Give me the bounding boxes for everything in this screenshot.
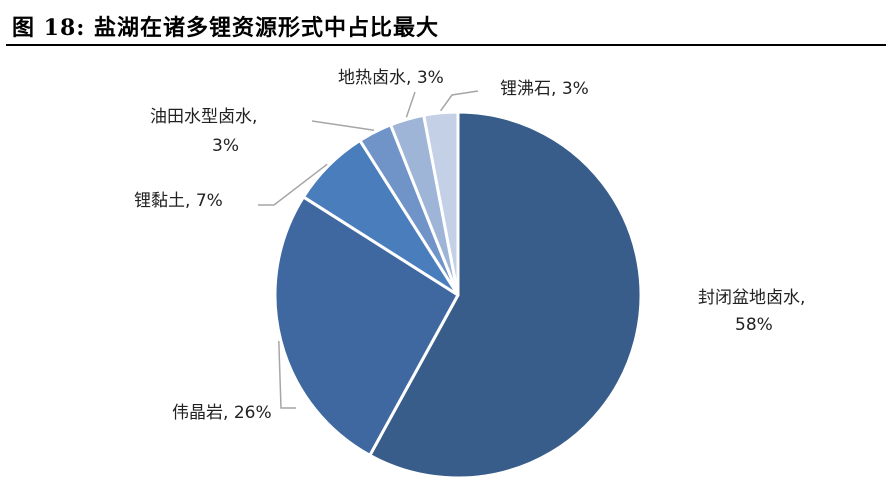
slice-label-zeolite: 锂沸石, 3% (500, 79, 589, 99)
slice-label-geothermal-brine: 地热卤水, 3% (338, 68, 444, 88)
slice-label-closed-basin-brine: 封闭盆地卤水, (698, 288, 805, 308)
slice-label-lithium-clay: 锂黏土, 7% (134, 191, 223, 211)
slice-value-closed-basin-brine: 58% (735, 315, 773, 335)
title-underline (6, 44, 886, 46)
slice-label-pegmatite: 伟晶岩, 26% (172, 403, 272, 423)
figure-header: 图 18: 盐湖在诸多锂资源形式中占比最大 (0, 0, 893, 48)
leader-line-4 (405, 91, 416, 118)
slice-value-oilfield-brine: 3% (212, 136, 239, 156)
slice-label-oilfield-brine: 油田水型卤水, (150, 107, 257, 127)
pie-slice-1 (273, 195, 460, 457)
pie-slices (273, 110, 643, 480)
figure-title: 图 18: 盐湖在诸多锂资源形式中占比最大 (12, 15, 440, 41)
leader-line-1 (278, 340, 296, 409)
leader-lines (258, 90, 479, 409)
leader-line-2 (258, 163, 328, 206)
pie-slice-5 (422, 110, 460, 297)
leader-line-3 (311, 120, 375, 131)
pie-slice-0 (368, 110, 643, 480)
leader-line-5 (439, 90, 479, 112)
